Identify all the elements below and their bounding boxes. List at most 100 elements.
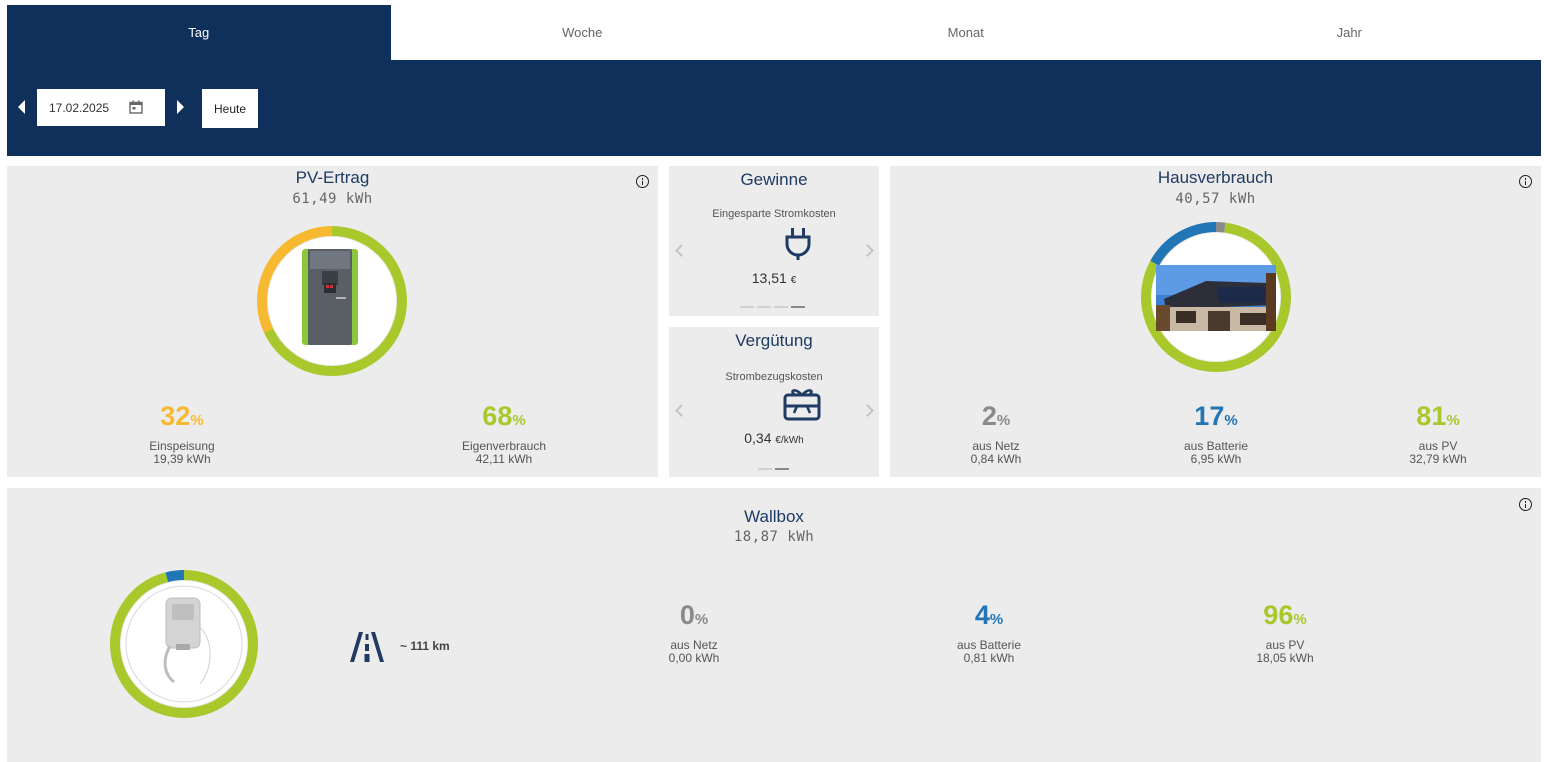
carousel-dot[interactable] — [758, 468, 772, 470]
house-photo-image — [1156, 265, 1276, 331]
donut-segment-batterie — [1141, 222, 1291, 372]
info-icon[interactable] — [1519, 175, 1532, 188]
stat-einspeisung: 32% Einspeisung 19,39 kWh — [82, 401, 282, 466]
batterie-percent: 17 — [1194, 401, 1225, 431]
inverter-image — [302, 249, 358, 345]
netz-percent: 0 — [679, 600, 695, 630]
tab-tag[interactable]: Tag — [7, 5, 391, 60]
tab-jahr[interactable]: Jahr — [1157, 5, 1541, 60]
verguetung-subtitle: Strombezugskosten — [725, 371, 823, 383]
batterie-label: aus Batterie — [1183, 439, 1249, 453]
wallbox-range: ~ 111 km — [400, 639, 450, 653]
donut-segment-einspeisung — [257, 226, 407, 376]
carousel-indicator — [758, 468, 789, 470]
batterie-label: aus Batterie — [956, 638, 1022, 652]
wallbox-card: Wallbox 18,87 kWh ~ 111 km 0% aus Netz 0… — [7, 488, 1541, 762]
netz-value: 0,84 kWh — [970, 452, 1022, 466]
hausverbrauch-total: 40,57 kWh — [1175, 191, 1256, 207]
carousel-prev-icon[interactable] — [675, 404, 688, 417]
carousel-dot-active[interactable] — [775, 468, 789, 470]
pv-ertrag-total: 61,49 kWh — [292, 191, 373, 207]
carousel-dot-active[interactable] — [791, 306, 805, 308]
batterie-value: 0,81 kWh — [963, 651, 1015, 665]
tab-woche[interactable]: Woche — [390, 5, 774, 60]
previous-day-arrow-icon[interactable] — [18, 100, 25, 114]
percent-unit: % — [512, 412, 526, 429]
road-icon — [350, 632, 384, 662]
period-tabs: Tag Woche Monat Jahr — [7, 5, 1541, 60]
netz-value: 0,00 kWh — [668, 651, 720, 665]
percent-unit: % — [1293, 611, 1307, 628]
percent-unit: % — [996, 412, 1011, 429]
pv-ertrag-title: PV-Ertrag — [295, 168, 370, 187]
wallbox-donut — [109, 570, 258, 718]
wallbox-title: Wallbox — [744, 507, 804, 526]
einspeisung-value: 19,39 kWh — [153, 452, 211, 466]
einspeisung-label: Einspeisung — [149, 439, 215, 453]
pv-percent: 81 — [1416, 401, 1447, 431]
donut-segment-pv — [110, 570, 258, 718]
stat-aus-netz: 2% aus Netz 0,84 kWh — [896, 401, 1096, 466]
eigenverbrauch-label: Eigenverbrauch — [461, 439, 547, 453]
info-icon[interactable] — [1519, 498, 1532, 511]
stat-aus-batterie: 4% aus Batterie 0,81 kWh — [889, 600, 1089, 665]
date-navigation-bar: 17.02.2025 Heute — [7, 60, 1541, 156]
carousel-prev-icon[interactable] — [675, 244, 688, 257]
netz-label: aus Netz — [670, 638, 718, 652]
netz-percent: 2 — [981, 401, 997, 431]
carousel-next-icon[interactable] — [861, 244, 874, 257]
percent-unit: % — [1224, 412, 1238, 429]
calendar-icon[interactable] — [129, 100, 143, 114]
pv-label: aus PV — [1265, 638, 1305, 652]
wallbox-charger-image — [163, 597, 211, 685]
verguetung-card: Vergütung Strombezugskosten 0,34 €/kWh — [669, 327, 879, 477]
stat-aus-pv: 96% aus PV 18,05 kWh — [1185, 600, 1385, 665]
carousel-next-icon[interactable] — [861, 404, 874, 417]
gewinne-unit: € — [790, 275, 797, 286]
pv-percent: 96 — [1263, 600, 1294, 630]
batterie-value: 6,95 kWh — [1190, 452, 1242, 466]
next-day-arrow-icon[interactable] — [177, 100, 184, 114]
pv-ertrag-card: PV-Ertrag 61,49 kWh 32% Einspeisung 19,3… — [7, 166, 658, 477]
verguetung-unit: €/kWh — [775, 435, 804, 446]
pv-value: 32,79 kWh — [1409, 452, 1467, 466]
tab-monat[interactable]: Monat — [774, 5, 1158, 60]
gewinne-amount-row: 13,51 € — [669, 270, 879, 286]
batterie-percent: 4 — [974, 600, 990, 630]
plug-icon — [785, 228, 811, 260]
gewinne-amount: 13,51 — [751, 270, 787, 286]
carousel-dot[interactable] — [740, 306, 754, 308]
carousel-dot[interactable] — [774, 306, 788, 308]
netz-label: aus Netz — [972, 439, 1020, 453]
hausverbrauch-card: Hausverbrauch 40,57 kWh 2% aus Netz 0,84… — [890, 166, 1541, 477]
stat-aus-batterie: 17% aus Batterie 6,95 kWh — [1116, 401, 1316, 466]
eigenverbrauch-percent: 68 — [482, 401, 513, 431]
gewinne-card: Gewinne Eingesparte Stromkosten 13,51 € — [669, 166, 879, 316]
stat-aus-netz: 0% aus Netz 0,00 kWh — [594, 600, 794, 665]
carousel-dot[interactable] — [757, 306, 771, 308]
eigenverbrauch-value: 42,11 kWh — [475, 452, 533, 466]
percent-unit: % — [190, 412, 204, 429]
verguetung-amount: 0,34 — [744, 430, 772, 446]
percent-unit: % — [1446, 412, 1460, 429]
verguetung-amount-row: 0,34 €/kWh — [669, 430, 879, 446]
today-button[interactable]: Heute — [202, 89, 258, 128]
hausverbrauch-title: Hausverbrauch — [1157, 168, 1274, 187]
gift-card-icon — [783, 389, 821, 421]
pv-label: aus PV — [1418, 439, 1458, 453]
pv-ertrag-donut — [257, 226, 407, 376]
percent-unit: % — [694, 611, 709, 628]
stat-aus-pv: 81% aus PV 32,79 kWh — [1338, 401, 1538, 466]
donut-segment-batterie — [109, 570, 258, 718]
donut-segment-netz — [1141, 222, 1291, 372]
carousel-indicator — [740, 306, 805, 308]
einspeisung-percent: 32 — [160, 401, 191, 431]
info-icon[interactable] — [636, 175, 649, 188]
date-input[interactable]: 17.02.2025 — [37, 89, 165, 126]
percent-unit: % — [989, 611, 1004, 628]
verguetung-title: Vergütung — [735, 331, 813, 350]
gewinne-title: Gewinne — [740, 170, 808, 189]
wallbox-total: 18,87 kWh — [733, 529, 815, 545]
gewinne-subtitle: Eingesparte Stromkosten — [712, 208, 836, 220]
date-value: 17.02.2025 — [49, 100, 110, 115]
